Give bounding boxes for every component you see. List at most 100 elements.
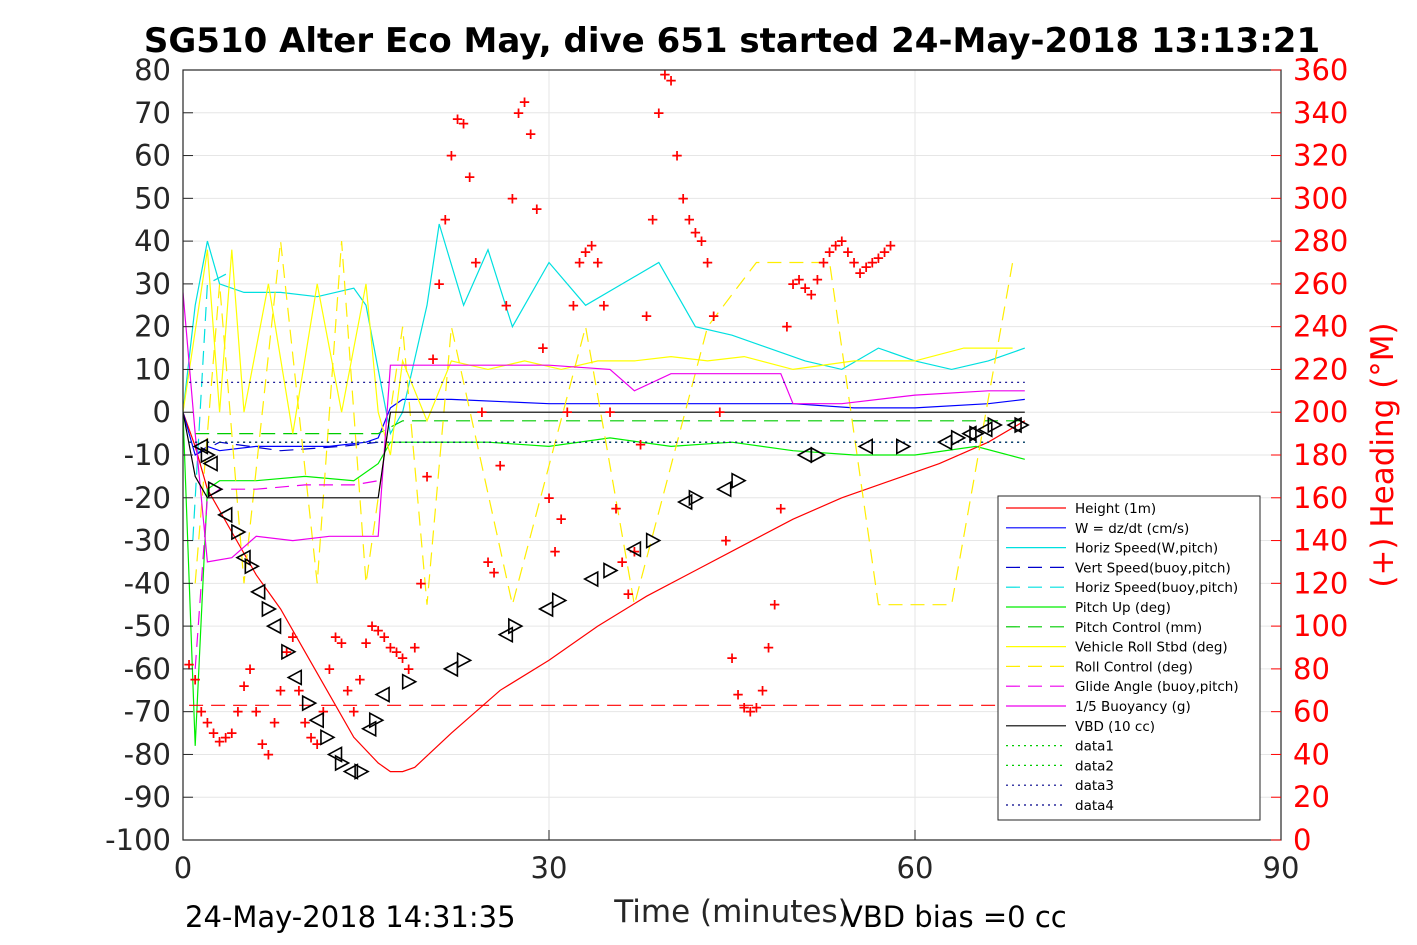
series-line [183, 249, 1013, 456]
triangle-marker [207, 480, 224, 498]
legend-label: Pitch Up (deg) [1075, 600, 1171, 616]
heading-marker: + [366, 617, 379, 635]
triangle-marker [265, 617, 282, 635]
heading-marker: + [323, 660, 336, 678]
triangle-marker [334, 754, 351, 772]
heading-marker: + [445, 147, 458, 165]
chart-title: SG510 Alter Eco May, dive 651 started 24… [144, 21, 1320, 61]
y-tick-label: -20 [124, 481, 171, 515]
x-tick-label: 90 [1263, 851, 1300, 885]
heading-marker: + [555, 510, 568, 528]
legend-label: Roll Control (deg) [1075, 659, 1193, 675]
y-right-tick-label: 120 [1293, 566, 1348, 600]
y-tick-label: 20 [134, 310, 171, 344]
footer-timestamp: 24-May-2018 14:31:35 [185, 900, 516, 934]
heading-marker: + [829, 236, 842, 254]
heading-marker: + [512, 104, 525, 122]
y-right-tick-label: 20 [1293, 780, 1330, 814]
heading-marker: + [207, 724, 220, 742]
series-line [194, 480, 379, 669]
triangle-marker [1014, 416, 1030, 434]
triangle-marker [715, 480, 732, 498]
triangle-marker [368, 711, 385, 729]
heading-marker: + [439, 211, 452, 229]
heading-marker: + [360, 634, 373, 652]
y-tick-label: 70 [134, 96, 171, 130]
y-right-tick-label: 100 [1293, 609, 1348, 643]
triangle-marker [731, 472, 747, 490]
series-line [183, 411, 1025, 499]
y-tick-label: -70 [124, 695, 171, 729]
heading-marker: + [598, 296, 611, 314]
y-tick-label: -80 [124, 737, 171, 771]
heading-marker: + [378, 628, 391, 646]
heading-marker: + [787, 275, 800, 293]
y-tick-label: -10 [124, 438, 171, 472]
heading-marker: + [884, 236, 897, 254]
heading-marker: + [799, 279, 812, 297]
heading-marker: + [494, 457, 507, 475]
x-tick-label: 60 [897, 851, 934, 885]
heading-marker: + [537, 339, 550, 357]
heading-marker: + [305, 728, 318, 746]
heading-marker: + [244, 660, 257, 678]
legend-label: Vert Speed(buoy,pitch) [1075, 560, 1231, 576]
legend-label: data2 [1075, 758, 1114, 774]
heading-marker: + [689, 224, 702, 242]
y-right-tick-label: 200 [1293, 395, 1348, 429]
heading-marker: + [421, 467, 434, 485]
heading-marker: + [701, 254, 714, 272]
triangle-marker [286, 669, 303, 686]
heading-marker: + [384, 639, 397, 657]
heading-marker: + [427, 350, 440, 368]
heading-marker: + [476, 403, 489, 421]
heading-marker: + [287, 628, 300, 646]
series-line [183, 412, 1025, 746]
x-axis-label: Time (minutes) [613, 894, 849, 930]
heading-marker: + [579, 243, 592, 261]
heading-marker: + [823, 243, 836, 261]
heading-marker: + [268, 713, 281, 731]
triangle-marker [301, 694, 318, 712]
triangle-marker [508, 617, 524, 635]
legend-label: data1 [1075, 739, 1114, 755]
y-tick-label: 60 [134, 139, 171, 173]
triangle-marker [249, 583, 266, 601]
legend-label: data3 [1075, 778, 1114, 794]
triangle-marker [497, 626, 514, 644]
y-right-tick-label: 220 [1293, 352, 1348, 386]
heading-marker: + [500, 296, 513, 314]
heading-marker: + [329, 628, 342, 646]
triangle-marker [645, 532, 662, 549]
heading-marker: + [463, 168, 476, 186]
y-tick-label: 10 [134, 352, 171, 386]
y-right-tick-label: 40 [1293, 737, 1330, 771]
heading-marker: + [860, 258, 873, 276]
heading-marker: + [720, 532, 733, 550]
heading-marker: + [762, 639, 775, 657]
y-right-tick-label: 160 [1293, 481, 1348, 515]
y-right-tick-label: 340 [1293, 96, 1348, 130]
heading-marker: + [671, 147, 684, 165]
heading-marker: + [396, 649, 409, 667]
legend-label: Vehicle Roll Stbd (deg) [1075, 640, 1228, 656]
y-tick-label: 40 [134, 224, 171, 258]
triangle-marker [950, 429, 967, 447]
heading-marker: + [524, 125, 537, 143]
legend-label: Horiz Speed(W,pitch) [1075, 541, 1218, 557]
heading-marker: + [341, 681, 354, 699]
heading-marker: + [232, 703, 245, 721]
right-axis-label: (+) Heading (°M) [1365, 322, 1401, 587]
series-line [192, 270, 233, 541]
triangle-marker [987, 416, 1003, 434]
y-right-tick-label: 260 [1293, 267, 1348, 301]
y-right-tick-label: 320 [1293, 139, 1348, 173]
heading-marker: + [872, 249, 885, 267]
heading-marker: + [470, 254, 483, 272]
heading-marker: + [213, 733, 226, 751]
triangle-marker [456, 651, 473, 669]
heading-marker: + [695, 232, 708, 250]
heading-marker: + [219, 728, 232, 746]
series-line [183, 292, 1025, 563]
triangle-marker [810, 446, 827, 464]
